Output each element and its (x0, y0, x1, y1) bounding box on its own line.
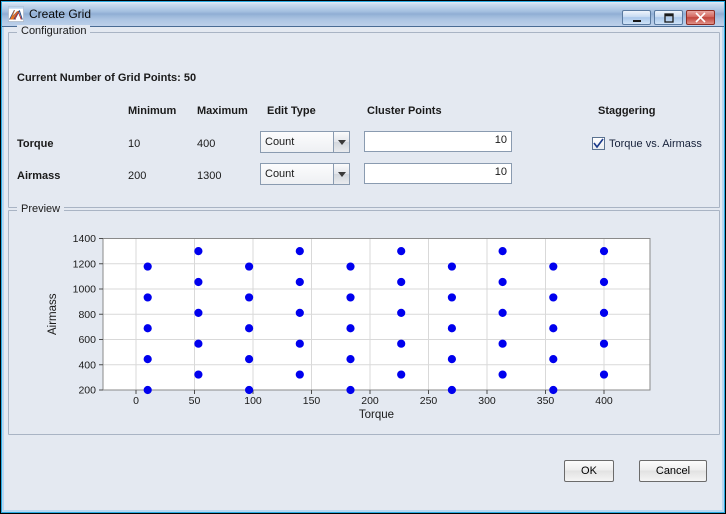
svg-text:200: 200 (361, 395, 379, 407)
svg-text:300: 300 (478, 395, 496, 407)
svg-text:200: 200 (78, 385, 96, 397)
svg-text:150: 150 (303, 395, 321, 407)
svg-text:350: 350 (537, 395, 555, 407)
svg-text:0: 0 (133, 395, 139, 407)
svg-text:1200: 1200 (73, 258, 97, 270)
svg-text:50: 50 (189, 395, 201, 407)
svg-text:400: 400 (595, 395, 613, 407)
svg-text:250: 250 (420, 395, 438, 407)
svg-text:400: 400 (78, 359, 96, 371)
svg-text:1000: 1000 (73, 284, 97, 296)
svg-text:1400: 1400 (73, 233, 97, 245)
svg-text:Airmass: Airmass (47, 293, 59, 335)
svg-text:100: 100 (244, 395, 262, 407)
svg-text:600: 600 (78, 334, 96, 346)
svg-text:Torque: Torque (359, 409, 394, 421)
svg-text:800: 800 (78, 309, 96, 321)
